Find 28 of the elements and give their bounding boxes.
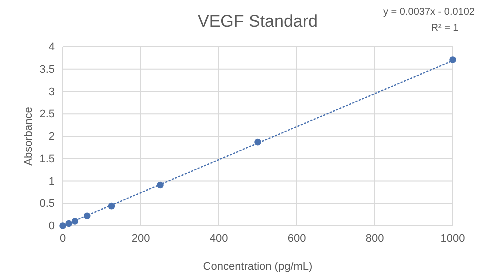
y-tick-label: 2 xyxy=(48,131,55,144)
y-axis-title: Absorbance xyxy=(23,107,35,166)
y-tick-label: 4 xyxy=(48,42,55,54)
chart-title: VEGF Standard xyxy=(198,12,318,31)
y-tick-label: 2.5 xyxy=(40,108,55,121)
y-tick-label: 0.5 xyxy=(40,198,55,210)
point xyxy=(254,138,262,146)
y-tick-label: 1 xyxy=(48,176,55,188)
y-tick-label: 0 xyxy=(48,220,55,233)
x-tick-label: 200 xyxy=(132,232,150,245)
x-axis-title: Concentration (pg/mL) xyxy=(203,261,313,273)
x-tick-label: 800 xyxy=(366,232,384,245)
x-tick-label: 400 xyxy=(210,232,228,245)
y-tick-label: 3.5 xyxy=(40,64,55,76)
point xyxy=(157,182,164,189)
y-tick-label: 1.5 xyxy=(40,153,55,166)
point xyxy=(66,220,72,228)
point xyxy=(84,212,91,220)
point xyxy=(450,56,456,64)
point xyxy=(60,222,66,230)
text: y = 0.0037x - 0.0102 xyxy=(384,7,476,18)
point xyxy=(108,202,116,210)
y-tick-label: 3 xyxy=(48,86,55,98)
text: R² = 1 xyxy=(431,23,460,34)
x-tick-label: 0 xyxy=(60,232,66,245)
point xyxy=(72,218,79,225)
x-tick-label: 600 xyxy=(288,232,306,245)
x-tick-label: 1000 xyxy=(440,232,466,245)
